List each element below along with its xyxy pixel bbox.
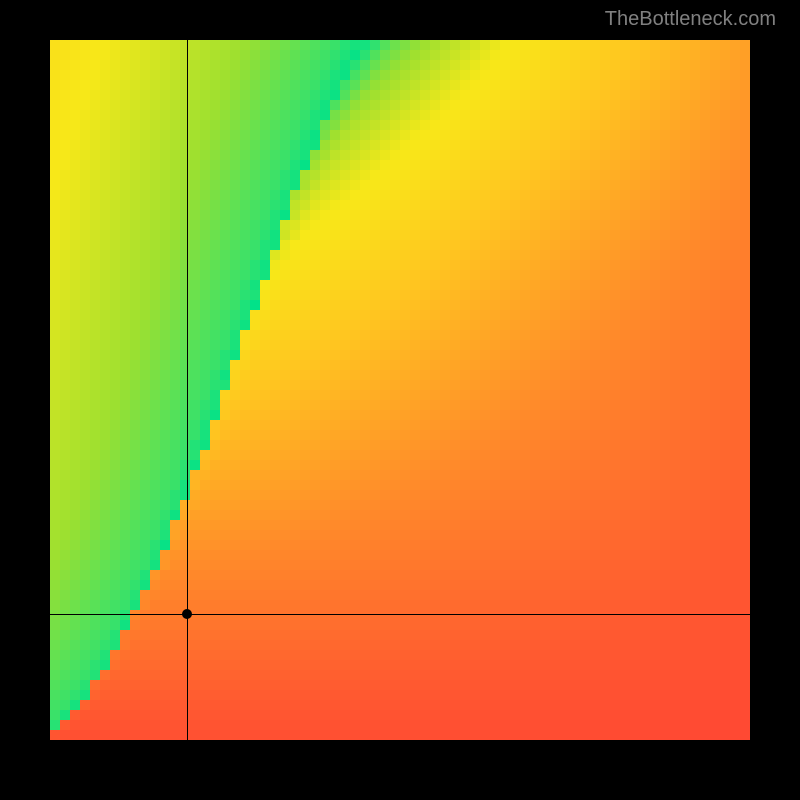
- heatmap-canvas: [50, 40, 750, 740]
- watermark-text: TheBottleneck.com: [605, 8, 776, 31]
- crosshair-horizontal: [50, 614, 750, 615]
- crosshair-vertical: [187, 40, 188, 740]
- bottleneck-heatmap: [50, 40, 750, 740]
- marker-point: [182, 609, 192, 619]
